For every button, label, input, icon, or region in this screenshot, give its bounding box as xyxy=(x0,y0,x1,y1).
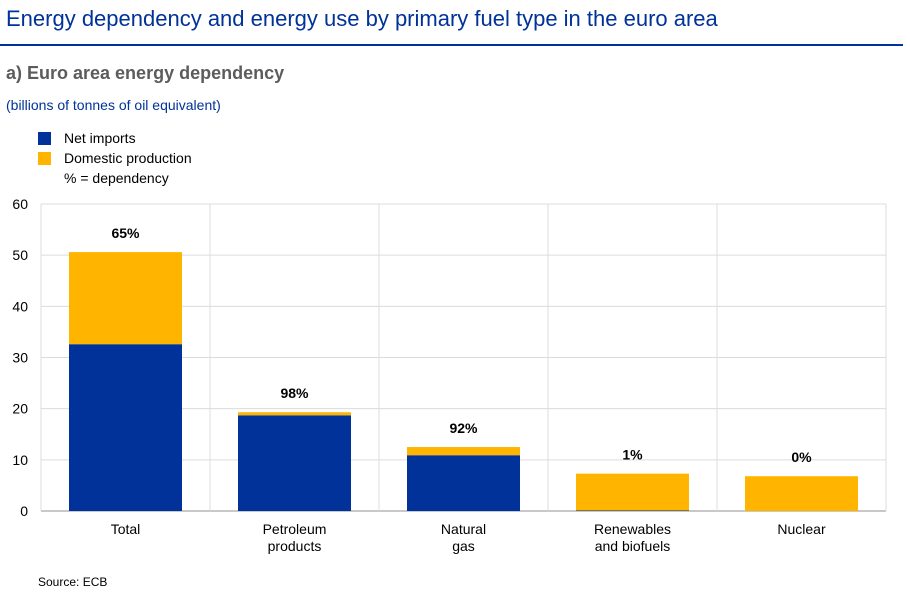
bar-domestic-production xyxy=(576,473,689,511)
y-tick-label: 30 xyxy=(12,350,28,366)
data-label: 65% xyxy=(111,225,140,241)
legend-swatch-net-imports xyxy=(38,131,51,145)
y-tick-label: 10 xyxy=(12,452,28,468)
legend-note: % = dependency xyxy=(38,168,192,188)
bar-domestic-production xyxy=(69,252,182,345)
x-tick-label: and biofuels xyxy=(595,538,671,554)
y-tick-label: 50 xyxy=(12,247,28,263)
x-tick-label: Natural xyxy=(441,521,486,537)
bar-domestic-production xyxy=(407,447,520,456)
bar-domestic-production xyxy=(745,476,858,511)
bar-domestic-production xyxy=(238,412,351,416)
x-tick-label: gas xyxy=(452,538,475,554)
y-tick-label: 40 xyxy=(12,298,28,314)
title-divider xyxy=(0,44,903,46)
legend-label: Domestic production xyxy=(64,150,192,166)
page-title: Energy dependency and energy use by prim… xyxy=(6,6,718,31)
bar-net-imports xyxy=(69,344,182,511)
x-tick-label: Petroleum xyxy=(263,521,327,537)
bar-net-imports xyxy=(576,510,689,511)
x-tick-label: Renewables xyxy=(594,521,671,537)
x-tick-label: products xyxy=(268,538,322,554)
data-label: 92% xyxy=(449,420,478,436)
legend-note-text: % = dependency xyxy=(64,170,169,186)
bar-net-imports xyxy=(238,415,351,511)
y-tick-label: 20 xyxy=(12,401,28,417)
data-label: 0% xyxy=(791,449,812,465)
y-tick-label: 60 xyxy=(12,196,28,212)
source-note: Source: ECB xyxy=(38,575,108,589)
legend-item-domestic-production: Domestic production xyxy=(38,148,192,168)
legend-swatch-domestic-production xyxy=(38,151,51,165)
data-label: 1% xyxy=(622,447,643,463)
bar-net-imports xyxy=(407,455,520,511)
legend-label: Net imports xyxy=(64,130,136,146)
legend: Net imports Domestic production % = depe… xyxy=(38,128,192,188)
data-label: 98% xyxy=(280,385,309,401)
x-tick-label: Nuclear xyxy=(777,521,826,537)
x-tick-label: Total xyxy=(111,521,141,537)
legend-item-net-imports: Net imports xyxy=(38,128,192,148)
chart-title: a) Euro area energy dependency xyxy=(6,63,285,83)
y-axis-units: (billions of tonnes of oil equivalent) xyxy=(6,97,221,113)
y-tick-label: 0 xyxy=(20,503,28,519)
